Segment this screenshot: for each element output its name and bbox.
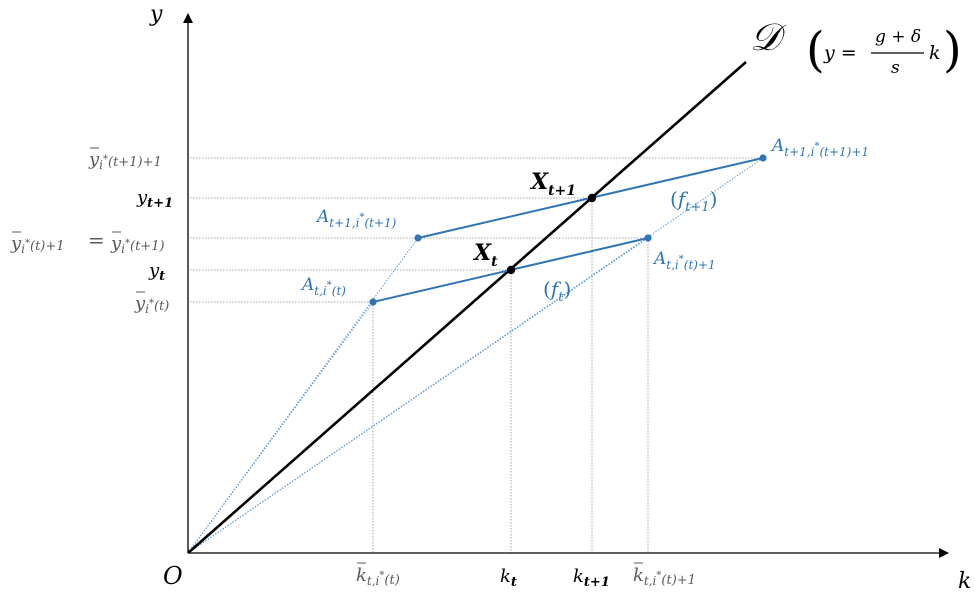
ray-to-a-t-i (187, 301, 374, 554)
x-axis-label: k (958, 569, 971, 594)
kbar-left-tick: kt,i*(t) (356, 562, 400, 588)
y-t-label: yt (148, 260, 165, 284)
equation-lhs: y = (823, 42, 857, 64)
ybar-mid-left-label: yi*(t)+1 (10, 233, 65, 256)
kbar-left-label: kt,i*(t) (356, 565, 400, 588)
equation-denominator: s (891, 58, 900, 78)
kbar-right-tick: kt,i*(t)+1 (633, 562, 696, 588)
ybar-low-tick: yi*(t) (134, 291, 169, 316)
point-x-t (506, 265, 516, 275)
ybar-mid-tick: yi*(t)+1 = yi*(t+1) (10, 228, 165, 256)
point-a-t-i (369, 298, 377, 306)
equation-paren-open: ( (806, 22, 825, 78)
ybar-mid-right-label: yi*(t+1) (110, 233, 165, 256)
ybar-low-label: yi*(t) (134, 293, 169, 316)
origin-label: O (163, 562, 183, 590)
kbar-right-label: kt,i*(t)+1 (633, 565, 696, 588)
point-a-t1-i (414, 234, 422, 242)
k-t1-label: kt+1 (573, 566, 610, 590)
line-d (187, 61, 747, 554)
horizontal-guides (190, 157, 763, 303)
equation-paren-close: ) (943, 22, 962, 78)
ybar-mid-equals: = (88, 228, 105, 252)
point-x-t1 (587, 193, 597, 203)
ybar-top-tick: yi*(t+1)+1 (88, 147, 162, 172)
equation-numerator: g + δ (875, 27, 921, 47)
point-a-t1-i1 (759, 154, 767, 162)
label-f-t1: (ft+1) (670, 187, 717, 215)
label-a-t1-i: At+1,i*(t+1) (315, 207, 397, 230)
origin-rays (187, 157, 764, 554)
ray-to-a-t-i1 (187, 237, 649, 554)
label-a-t-i: At,i*(t) (300, 275, 346, 298)
line-d-symbol: 𝒟 (750, 15, 787, 59)
y-t1-label: yt+1 (136, 187, 173, 211)
point-a-t-i1 (644, 234, 652, 242)
ray-to-a-t1-i (187, 237, 419, 554)
y-axis-label: y (149, 2, 163, 27)
equation-rhs: k (929, 42, 941, 64)
k-t-label: kt (500, 566, 517, 590)
label-x-t1: Xt+1 (529, 169, 576, 199)
label-a-t1-i1: At+1,i*(t+1)+1 (770, 136, 869, 159)
ray-to-a-t1-i1 (187, 157, 764, 554)
vertical-guides (372, 198, 649, 553)
label-x-t: Xt (472, 240, 498, 270)
line-d-equation: ( y = g + δ s k ) (806, 22, 962, 78)
label-f-t: (ft) (543, 277, 571, 305)
ybar-top-label: yi*(t+1)+1 (88, 149, 162, 172)
label-a-t-i1: At,i*(t)+1 (652, 249, 716, 272)
